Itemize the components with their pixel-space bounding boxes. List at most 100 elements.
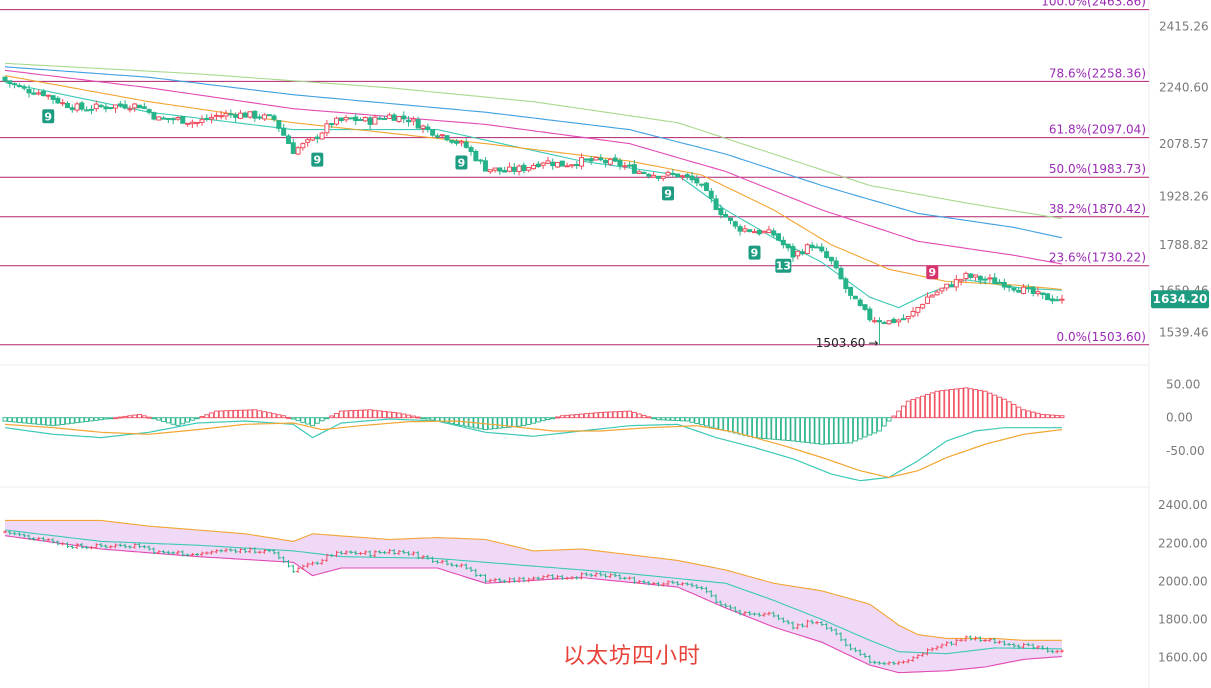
candle xyxy=(420,124,426,134)
ohlc-bar xyxy=(334,550,339,558)
ohlc-bar xyxy=(99,543,104,548)
ohlc-bar xyxy=(762,612,767,617)
macd-histogram-bar xyxy=(257,410,263,419)
ohlc-bar xyxy=(22,533,27,538)
ohlc-bar xyxy=(449,562,454,567)
macd-histogram-bar xyxy=(507,417,512,428)
macd-histogram-bar xyxy=(40,417,46,426)
macd-histogram-bar xyxy=(180,417,186,425)
macd-histogram-bar xyxy=(233,409,239,419)
candle xyxy=(579,153,585,170)
ohlc-bar xyxy=(204,551,209,555)
candle xyxy=(828,256,834,265)
low-annotation: 1503.60 → xyxy=(816,336,879,350)
macd-histogram-bar xyxy=(944,389,950,419)
candle xyxy=(454,139,460,146)
macd-histogram-bar xyxy=(617,411,623,419)
ohlc-bar xyxy=(483,573,488,583)
fib-level-label-6: 0.0%(1503.60) xyxy=(1057,330,1146,344)
fib-level-label-0: 100.0%(2463.86) xyxy=(1041,0,1146,9)
macd-histogram-bar xyxy=(708,417,714,428)
candle xyxy=(88,105,94,115)
macd-histogram-bar xyxy=(415,416,421,419)
candle xyxy=(1021,283,1027,295)
ohlc-bar xyxy=(959,638,964,642)
macd-histogram-bar xyxy=(636,413,642,419)
candle xyxy=(694,175,700,187)
macd-histogram-bar xyxy=(559,415,565,419)
ohlc-bar xyxy=(569,576,574,580)
ohlc-bar xyxy=(252,547,257,554)
candle xyxy=(838,266,844,280)
ohlc-bar xyxy=(858,649,863,656)
macd-histogram-bar xyxy=(800,417,806,443)
ohlc-bar xyxy=(175,550,180,555)
candle xyxy=(516,164,522,176)
ohlc-bar xyxy=(195,552,200,557)
macd-histogram-bar xyxy=(780,417,786,441)
candle xyxy=(391,112,397,121)
candle xyxy=(747,229,753,233)
fib-level-label-4: 38.2%(1870.42) xyxy=(1049,202,1146,216)
candle xyxy=(93,100,99,112)
candle xyxy=(982,276,988,285)
ohlc-bar xyxy=(699,585,704,590)
ohlc-bar xyxy=(906,658,911,664)
macd-histogram-bar xyxy=(699,417,705,426)
ohlc-bar xyxy=(358,551,363,556)
ohlc-bar xyxy=(992,637,997,644)
macd-histogram-bar xyxy=(305,417,311,425)
ohlc-bar xyxy=(493,577,498,582)
candle xyxy=(290,138,296,154)
candle xyxy=(31,88,37,96)
candle xyxy=(252,110,258,122)
ohlc-bar xyxy=(661,582,666,587)
candle xyxy=(103,103,109,113)
macd-histogram-bar xyxy=(631,412,637,419)
ohlc-bar xyxy=(224,548,229,553)
ohlc-bar xyxy=(1035,645,1040,650)
ohlc-bar xyxy=(949,641,954,646)
candle xyxy=(679,174,685,181)
candle xyxy=(785,243,791,252)
ohlc-bar xyxy=(445,559,450,566)
macd-histogram-bar xyxy=(819,417,825,445)
macd-histogram-bar xyxy=(151,417,157,420)
macd-histogram-bar xyxy=(872,417,878,434)
macd-histogram-bar xyxy=(665,417,671,421)
candle xyxy=(137,104,143,109)
macd-histogram-bar xyxy=(809,417,815,444)
macd-histogram-bar xyxy=(65,417,70,425)
ohlc-bar xyxy=(276,551,281,560)
candle xyxy=(809,242,815,252)
macd-histogram-bar xyxy=(742,417,748,436)
candle xyxy=(334,116,340,126)
ohlc-bar xyxy=(901,660,906,664)
macd-histogram-bar xyxy=(420,417,426,420)
macd-histogram-bar xyxy=(852,417,858,442)
candle xyxy=(631,159,637,174)
ohlc-bar xyxy=(478,573,483,577)
price-axis-tick-3: 1928.26 xyxy=(1159,190,1209,204)
macd-histogram-bar xyxy=(204,414,210,419)
candle xyxy=(60,98,66,107)
macd-histogram-bar xyxy=(16,417,22,423)
macd-histogram-bar xyxy=(26,417,32,424)
ohlc-bar xyxy=(132,542,137,549)
candle xyxy=(161,116,167,120)
ohlc-bar xyxy=(670,580,675,585)
ohlc-bar xyxy=(147,545,152,551)
svg-text:9: 9 xyxy=(313,154,321,167)
ohlc-bar xyxy=(877,661,882,665)
bollinger-upper-line xyxy=(5,519,1062,641)
candle xyxy=(1059,294,1065,304)
macd-histogram-bar xyxy=(958,387,964,419)
ohlc-bar xyxy=(752,612,757,616)
macd-histogram-bar xyxy=(655,417,661,421)
ohlc-bar xyxy=(416,551,421,560)
macd-histogram-bar xyxy=(540,417,546,422)
ohlc-bar xyxy=(709,590,714,598)
ohlc-bar xyxy=(598,572,603,577)
candle xyxy=(804,243,810,255)
macd-histogram-bar xyxy=(934,390,940,419)
